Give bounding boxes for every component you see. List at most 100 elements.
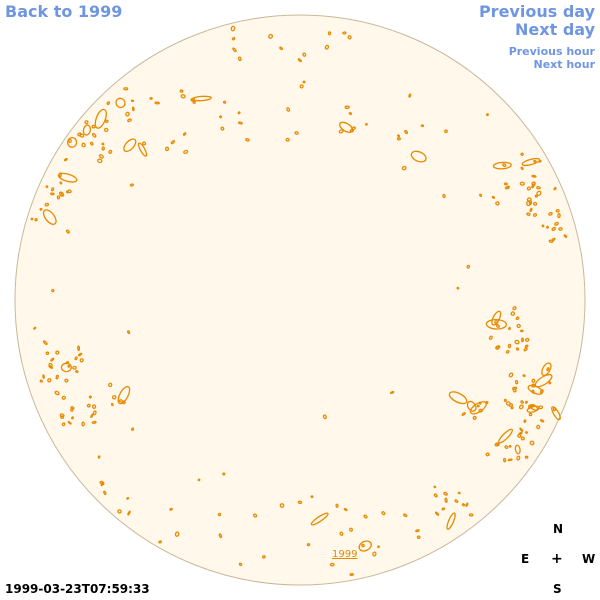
magnetic-feature: [457, 491, 461, 495]
magnetic-feature: [64, 378, 69, 383]
magnetic-feature: [117, 385, 131, 405]
magnetic-feature: [408, 93, 412, 98]
magnetic-feature: [433, 493, 438, 498]
magnetic-feature: [538, 159, 542, 163]
magnetic-features: [30, 25, 568, 576]
solar-disk: [14, 14, 586, 586]
magnetic-feature: [491, 195, 496, 199]
magnetic-feature: [510, 406, 514, 410]
magnetic-feature: [279, 503, 285, 508]
magnetic-feature: [79, 358, 84, 363]
magnetic-feature: [77, 132, 82, 137]
magnetic-feature: [72, 365, 77, 370]
magnetic-feature: [97, 455, 101, 459]
magnetic-feature: [108, 149, 113, 154]
magnetic-feature: [519, 329, 524, 333]
magnetic-feature: [262, 555, 266, 559]
previous-hour-link[interactable]: Previous hour: [508, 45, 595, 58]
next-day-link[interactable]: Next day: [515, 20, 595, 39]
magnetic-feature: [77, 352, 83, 357]
previous-day-link[interactable]: Previous day: [478, 2, 595, 21]
magnetic-feature: [519, 427, 524, 432]
magnetic-feature: [192, 100, 196, 104]
year-link[interactable]: 1999: [332, 549, 358, 560]
magnetic-feature: [60, 362, 72, 373]
magnetic-feature: [529, 440, 535, 446]
magnetic-feature: [526, 186, 531, 191]
magnetic-feature: [67, 189, 72, 194]
magnetic-feature: [541, 362, 552, 377]
magnetic-feature: [396, 137, 401, 141]
magnetic-feature: [169, 507, 173, 511]
magnetic-feature: [61, 395, 67, 400]
magnetic-feature: [514, 444, 521, 455]
magnetic-feature: [59, 191, 65, 197]
back-to-year-link[interactable]: Back to 1999: [5, 2, 123, 21]
magnetic-feature: [103, 490, 107, 496]
magnetic-feature: [526, 197, 532, 202]
magnetic-feature: [70, 406, 75, 410]
magnetic-feature: [466, 264, 471, 269]
magnetic-feature: [279, 46, 284, 51]
magnetic-feature: [554, 221, 559, 226]
magnetic-feature: [91, 404, 97, 409]
magnetic-feature: [342, 31, 347, 35]
magnetic-feature: [343, 507, 348, 512]
magnetic-feature: [339, 121, 354, 133]
magnetic-feature: [302, 52, 307, 57]
magnetic-feature: [536, 424, 541, 430]
magnetic-feature: [47, 378, 52, 383]
magnetic-feature: [515, 347, 520, 351]
magnetic-feature: [539, 419, 545, 423]
magnetic-feature: [389, 390, 395, 395]
magnetic-feature: [310, 495, 314, 499]
magnetic-feature: [528, 412, 533, 417]
magnetic-feature: [503, 182, 508, 186]
magnetic-feature: [520, 400, 524, 404]
magnetic-feature: [531, 181, 536, 186]
magnetic-feature: [66, 136, 78, 148]
magnetic-feature: [158, 540, 162, 544]
magnetic-feature: [448, 391, 468, 405]
magnetic-feature: [521, 337, 524, 343]
magnetic-feature: [401, 165, 407, 171]
magnetic-feature: [137, 142, 148, 157]
magnetic-feature: [536, 186, 541, 190]
magnetic-feature: [546, 367, 550, 372]
magnetic-feature: [551, 237, 556, 242]
magnetic-feature: [217, 512, 222, 517]
magnetic-feature: [268, 33, 274, 39]
magnetic-feature: [50, 187, 55, 192]
magnetic-feature: [505, 349, 510, 354]
next-hour-link[interactable]: Next hour: [533, 58, 596, 71]
magnetic-feature: [344, 105, 350, 110]
magnetic-feature: [30, 217, 34, 221]
magnetic-feature: [495, 201, 500, 206]
magnetic-feature: [503, 398, 507, 403]
magnetic-feature: [299, 84, 304, 89]
magnetic-feature: [523, 419, 527, 423]
magnetic-feature: [541, 224, 545, 228]
magnetic-feature: [100, 481, 104, 487]
magnetic-feature: [347, 35, 352, 40]
magnetic-feature: [92, 132, 97, 138]
magnetic-feature: [54, 390, 60, 396]
magnetic-feature: [520, 166, 524, 171]
magnetic-feature: [42, 374, 45, 379]
magnetic-feature: [492, 161, 512, 170]
magnetic-feature: [48, 365, 54, 369]
magnetic-feature: [485, 318, 508, 330]
magnetic-feature: [117, 509, 122, 514]
magnetic-feature: [520, 436, 525, 441]
magnetic-feature: [494, 320, 499, 325]
magnetic-feature: [443, 491, 448, 496]
magnetic-feature: [502, 163, 507, 168]
magnetic-feature: [90, 141, 94, 146]
magnetic-feature: [485, 400, 489, 405]
magnetic-feature: [358, 540, 372, 552]
magnetic-feature: [546, 225, 549, 229]
magnetic-feature: [349, 573, 354, 576]
magnetic-feature: [524, 400, 528, 404]
magnetic-feature: [529, 207, 533, 212]
